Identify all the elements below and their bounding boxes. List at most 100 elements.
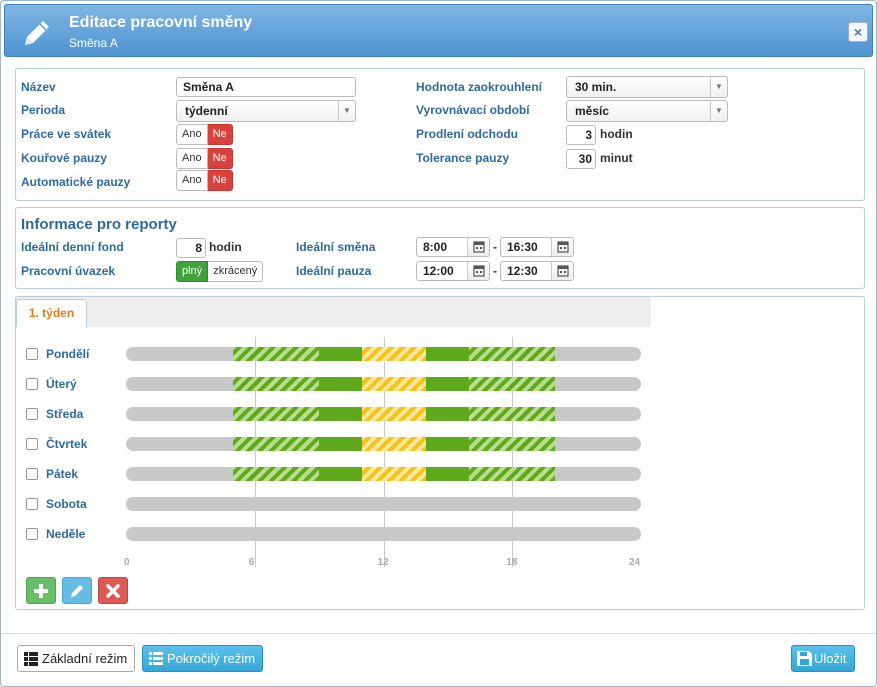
day-track[interactable] bbox=[126, 347, 641, 361]
pause-segment[interactable] bbox=[362, 347, 427, 361]
auto-pause-yes[interactable]: Ano bbox=[176, 170, 208, 191]
close-button[interactable]: × bbox=[848, 22, 868, 42]
pause-from-value: 12:00 bbox=[423, 264, 454, 278]
pause-segment[interactable] bbox=[362, 407, 427, 421]
reports-title: Informace pro reporty bbox=[21, 216, 177, 233]
holiday-yes[interactable]: Ano bbox=[176, 124, 208, 145]
day-row: Pátek bbox=[26, 467, 126, 481]
period-value: týdenní bbox=[185, 104, 228, 118]
work-segment[interactable] bbox=[319, 467, 363, 481]
smoke-label: Kouřové pauzy bbox=[21, 151, 108, 165]
advanced-mode-label: Pokročilý režim bbox=[167, 651, 256, 666]
day-checkbox[interactable] bbox=[26, 438, 38, 450]
pause-to-input[interactable]: 12:30 bbox=[500, 261, 574, 281]
calendar-icon[interactable] bbox=[467, 262, 489, 280]
axis-tick-label: 0 bbox=[124, 557, 130, 568]
shift-dash: - bbox=[493, 240, 497, 254]
name-label: Název bbox=[21, 80, 56, 94]
rounding-value: 30 min. bbox=[575, 80, 617, 94]
day-checkbox[interactable] bbox=[26, 498, 38, 510]
work-segment[interactable] bbox=[469, 377, 556, 391]
work-segment[interactable] bbox=[469, 407, 556, 421]
delay-label: Prodlení odchodu bbox=[416, 127, 518, 141]
day-track[interactable] bbox=[126, 437, 641, 451]
advanced-mode-button[interactable]: Pokročilý režim bbox=[142, 645, 264, 672]
work-segment[interactable] bbox=[469, 467, 556, 481]
tolerance-input[interactable]: 30 bbox=[566, 149, 596, 169]
shift-to-input[interactable]: 16:30 bbox=[500, 237, 574, 257]
day-track[interactable] bbox=[126, 407, 641, 421]
pause-segment[interactable] bbox=[362, 437, 427, 451]
pause-dash: - bbox=[493, 264, 497, 278]
delay-unit: hodin bbox=[600, 127, 633, 141]
name-input[interactable] bbox=[176, 77, 356, 97]
work-segment[interactable] bbox=[319, 437, 363, 451]
day-label: Sobota bbox=[46, 497, 87, 511]
ideal-pause-label: Ideální pauza bbox=[296, 264, 372, 278]
x-icon bbox=[106, 584, 120, 598]
day-label: Pátek bbox=[46, 467, 79, 481]
work-segment[interactable] bbox=[469, 347, 556, 361]
period-label: Perioda bbox=[21, 103, 66, 117]
day-track[interactable] bbox=[126, 377, 641, 391]
auto-pause-no[interactable]: Ne bbox=[207, 170, 233, 191]
day-row: Pondělí bbox=[26, 347, 126, 361]
save-button[interactable]: Uložit bbox=[791, 645, 855, 672]
day-track[interactable] bbox=[126, 497, 641, 511]
auto-pause-label: Automatické pauzy bbox=[21, 175, 131, 189]
pause-segment[interactable] bbox=[362, 467, 427, 481]
work-segment[interactable] bbox=[426, 407, 470, 421]
floppy-disk-icon bbox=[797, 651, 812, 666]
work-segment[interactable] bbox=[233, 437, 320, 451]
work-segment[interactable] bbox=[233, 407, 320, 421]
work-segment[interactable] bbox=[233, 467, 320, 481]
work-segment[interactable] bbox=[319, 407, 363, 421]
edit-button[interactable] bbox=[62, 577, 92, 604]
smoke-yes[interactable]: Ano bbox=[176, 148, 208, 169]
calendar-icon[interactable] bbox=[467, 238, 489, 256]
dialog-titlebar: Editace pracovní směny Směna A × bbox=[4, 4, 873, 57]
work-segment[interactable] bbox=[426, 377, 470, 391]
holiday-toggle: Ano Ne bbox=[176, 124, 233, 145]
holiday-no[interactable]: Ne bbox=[207, 124, 233, 145]
work-segment[interactable] bbox=[319, 347, 363, 361]
contract-full[interactable]: plný bbox=[176, 261, 209, 282]
work-segment[interactable] bbox=[426, 437, 470, 451]
delete-button[interactable] bbox=[98, 577, 128, 604]
day-checkbox[interactable] bbox=[26, 378, 38, 390]
shift-from-input[interactable]: 8:00 bbox=[416, 237, 490, 257]
day-track[interactable] bbox=[126, 527, 641, 541]
delay-input[interactable]: 3 bbox=[566, 125, 596, 145]
calendar-icon[interactable] bbox=[551, 262, 573, 280]
rounding-select[interactable]: 30 min. ▼ bbox=[566, 76, 728, 98]
work-segment[interactable] bbox=[469, 437, 556, 451]
day-checkbox[interactable] bbox=[26, 348, 38, 360]
day-label: Pondělí bbox=[46, 347, 90, 361]
work-segment[interactable] bbox=[426, 347, 470, 361]
pause-from-input[interactable]: 12:00 bbox=[416, 261, 490, 281]
calendar-icon[interactable] bbox=[551, 238, 573, 256]
day-checkbox[interactable] bbox=[26, 468, 38, 480]
smoke-no[interactable]: Ne bbox=[207, 148, 233, 169]
grid-line bbox=[255, 337, 256, 567]
period-select[interactable]: týdenní ▼ bbox=[176, 100, 356, 122]
list-icon bbox=[149, 652, 163, 665]
work-segment[interactable] bbox=[233, 347, 320, 361]
fund-unit: hodin bbox=[209, 240, 242, 254]
work-segment[interactable] bbox=[319, 377, 363, 391]
work-segment[interactable] bbox=[233, 377, 320, 391]
balance-select[interactable]: měsíc ▼ bbox=[566, 100, 728, 122]
day-checkbox[interactable] bbox=[26, 528, 38, 540]
tab-week-1[interactable]: 1. týden bbox=[16, 299, 87, 328]
smoke-toggle: Ano Ne bbox=[176, 148, 233, 169]
work-segment[interactable] bbox=[426, 467, 470, 481]
day-track[interactable] bbox=[126, 467, 641, 481]
add-button[interactable] bbox=[26, 577, 56, 604]
fund-input[interactable]: 8 bbox=[176, 238, 206, 258]
pause-segment[interactable] bbox=[362, 377, 427, 391]
contract-short[interactable]: zkrácený bbox=[208, 261, 264, 282]
save-label: Uložit bbox=[814, 651, 847, 666]
day-checkbox[interactable] bbox=[26, 408, 38, 420]
basic-mode-button[interactable]: Základní režim bbox=[17, 645, 136, 672]
